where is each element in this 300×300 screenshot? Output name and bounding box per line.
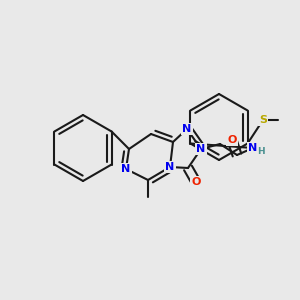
- Text: H: H: [257, 148, 265, 157]
- Text: N: N: [182, 124, 192, 134]
- Text: N: N: [165, 162, 175, 172]
- Text: S: S: [259, 115, 267, 125]
- Text: O: O: [191, 177, 201, 187]
- Text: N: N: [196, 144, 206, 154]
- Text: O: O: [227, 135, 237, 145]
- Text: N: N: [248, 143, 258, 153]
- Text: N: N: [122, 164, 130, 174]
